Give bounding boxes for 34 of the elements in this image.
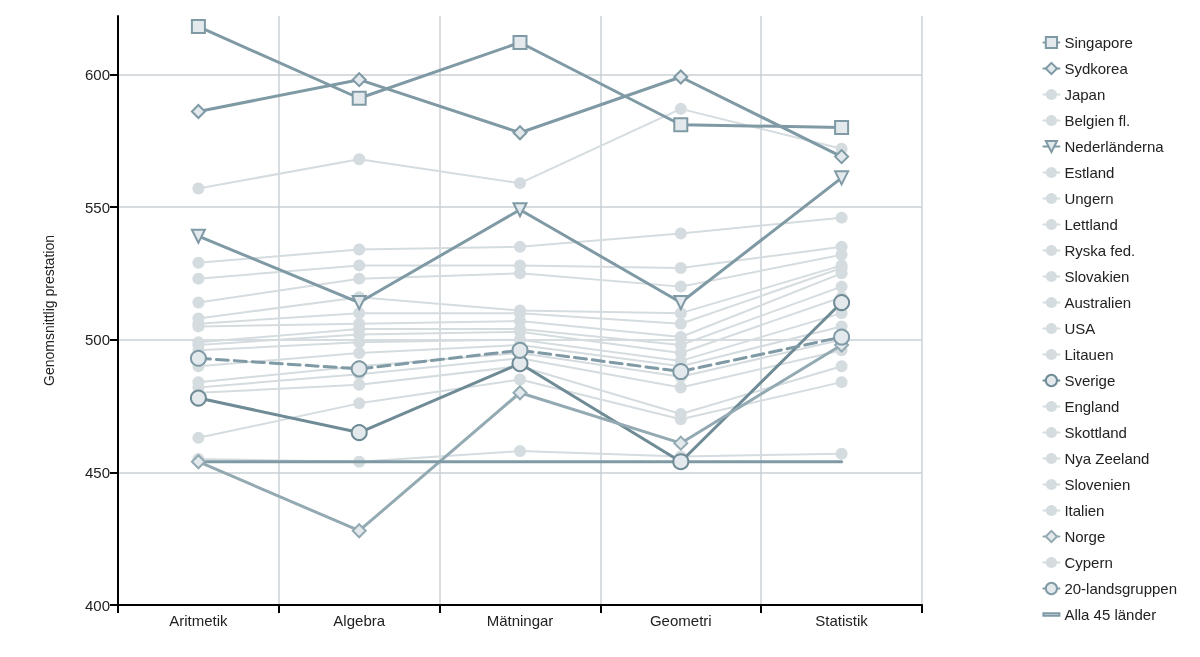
legend-label: Slovenien (1064, 476, 1131, 493)
legend-label: England (1064, 398, 1120, 415)
legend-label: Lettland (1064, 216, 1118, 233)
legend-label: Nya Zeeland (1064, 450, 1150, 467)
legend-label: Sydkorea (1064, 60, 1129, 77)
legend-label: Skottland (1064, 424, 1127, 441)
legend-label: Norge (1064, 528, 1106, 545)
legend-label: Japan (1064, 86, 1106, 103)
legend-label: Estland (1064, 164, 1115, 181)
x-tick-label: Algebra (333, 612, 386, 629)
x-tick-label: Geometri (649, 612, 712, 629)
legend-label: Italien (1064, 502, 1105, 519)
legend-label: Slovakien (1064, 268, 1130, 285)
y-axis-title: Genomsnittlig prestation (41, 235, 57, 386)
legend-label: Ryska fed. (1064, 242, 1136, 259)
legend-label: Australien (1064, 294, 1132, 311)
legend-label: Alla 45 länder (1064, 606, 1157, 623)
legend-label: Singapore (1064, 34, 1133, 51)
legend-label: Ungern (1064, 190, 1114, 207)
y-tick-label: 450 (84, 463, 110, 481)
y-tick-label: 500 (84, 331, 110, 349)
x-tick-label: Mätningar (486, 612, 554, 629)
legend-label: Litauen (1064, 346, 1114, 363)
legend-label: Belgien fl. (1064, 112, 1131, 129)
x-tick-label: Aritmetik (169, 612, 229, 629)
legend-label: USA (1064, 320, 1096, 337)
legend-label: Cypern (1064, 554, 1113, 571)
y-tick-label: 550 (84, 198, 110, 216)
legend-label: Nederländerna (1064, 138, 1165, 155)
y-tick-label: 400 (84, 596, 110, 614)
y-tick-label: 600 (84, 65, 110, 83)
x-tick-label: Statistik (815, 612, 869, 629)
legend-label: Sverige (1064, 372, 1116, 389)
legend-label: 20-landsgruppen (1064, 580, 1178, 597)
